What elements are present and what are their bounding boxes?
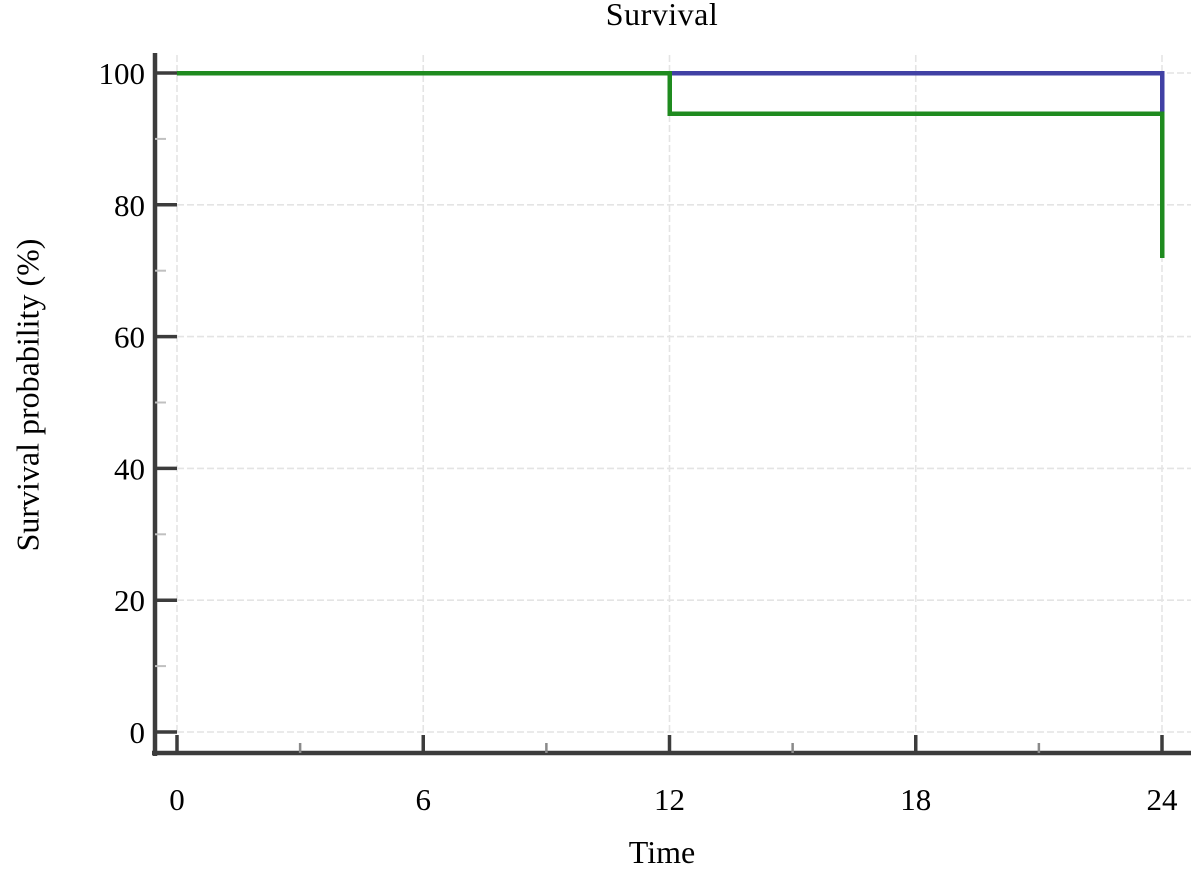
axes-layer (152, 53, 1191, 756)
chart-title: Survival (605, 0, 719, 32)
gridlines-layer (157, 55, 1191, 753)
y-tick-label: 40 (114, 451, 145, 486)
y-tick-label: 60 (114, 320, 145, 355)
series-line-arm-green (177, 70, 1165, 259)
x-tick-label: 0 (169, 782, 185, 817)
x-tick-label: 18 (900, 782, 931, 817)
y-tick-label: 80 (114, 188, 145, 223)
x-tick-label: 6 (416, 782, 432, 817)
x-axis-title: Time (628, 834, 696, 870)
tick-labels-layer: 0 20 40 60 80 100 0 6 12 18 24 (99, 56, 1179, 817)
y-tick-label: 100 (99, 56, 146, 91)
x-tick-label: 12 (654, 782, 685, 817)
y-tick-label: 20 (114, 583, 145, 618)
series-layer (177, 70, 1165, 259)
y-tick-label: 0 (130, 715, 146, 750)
x-tick-label: 24 (1147, 782, 1179, 817)
